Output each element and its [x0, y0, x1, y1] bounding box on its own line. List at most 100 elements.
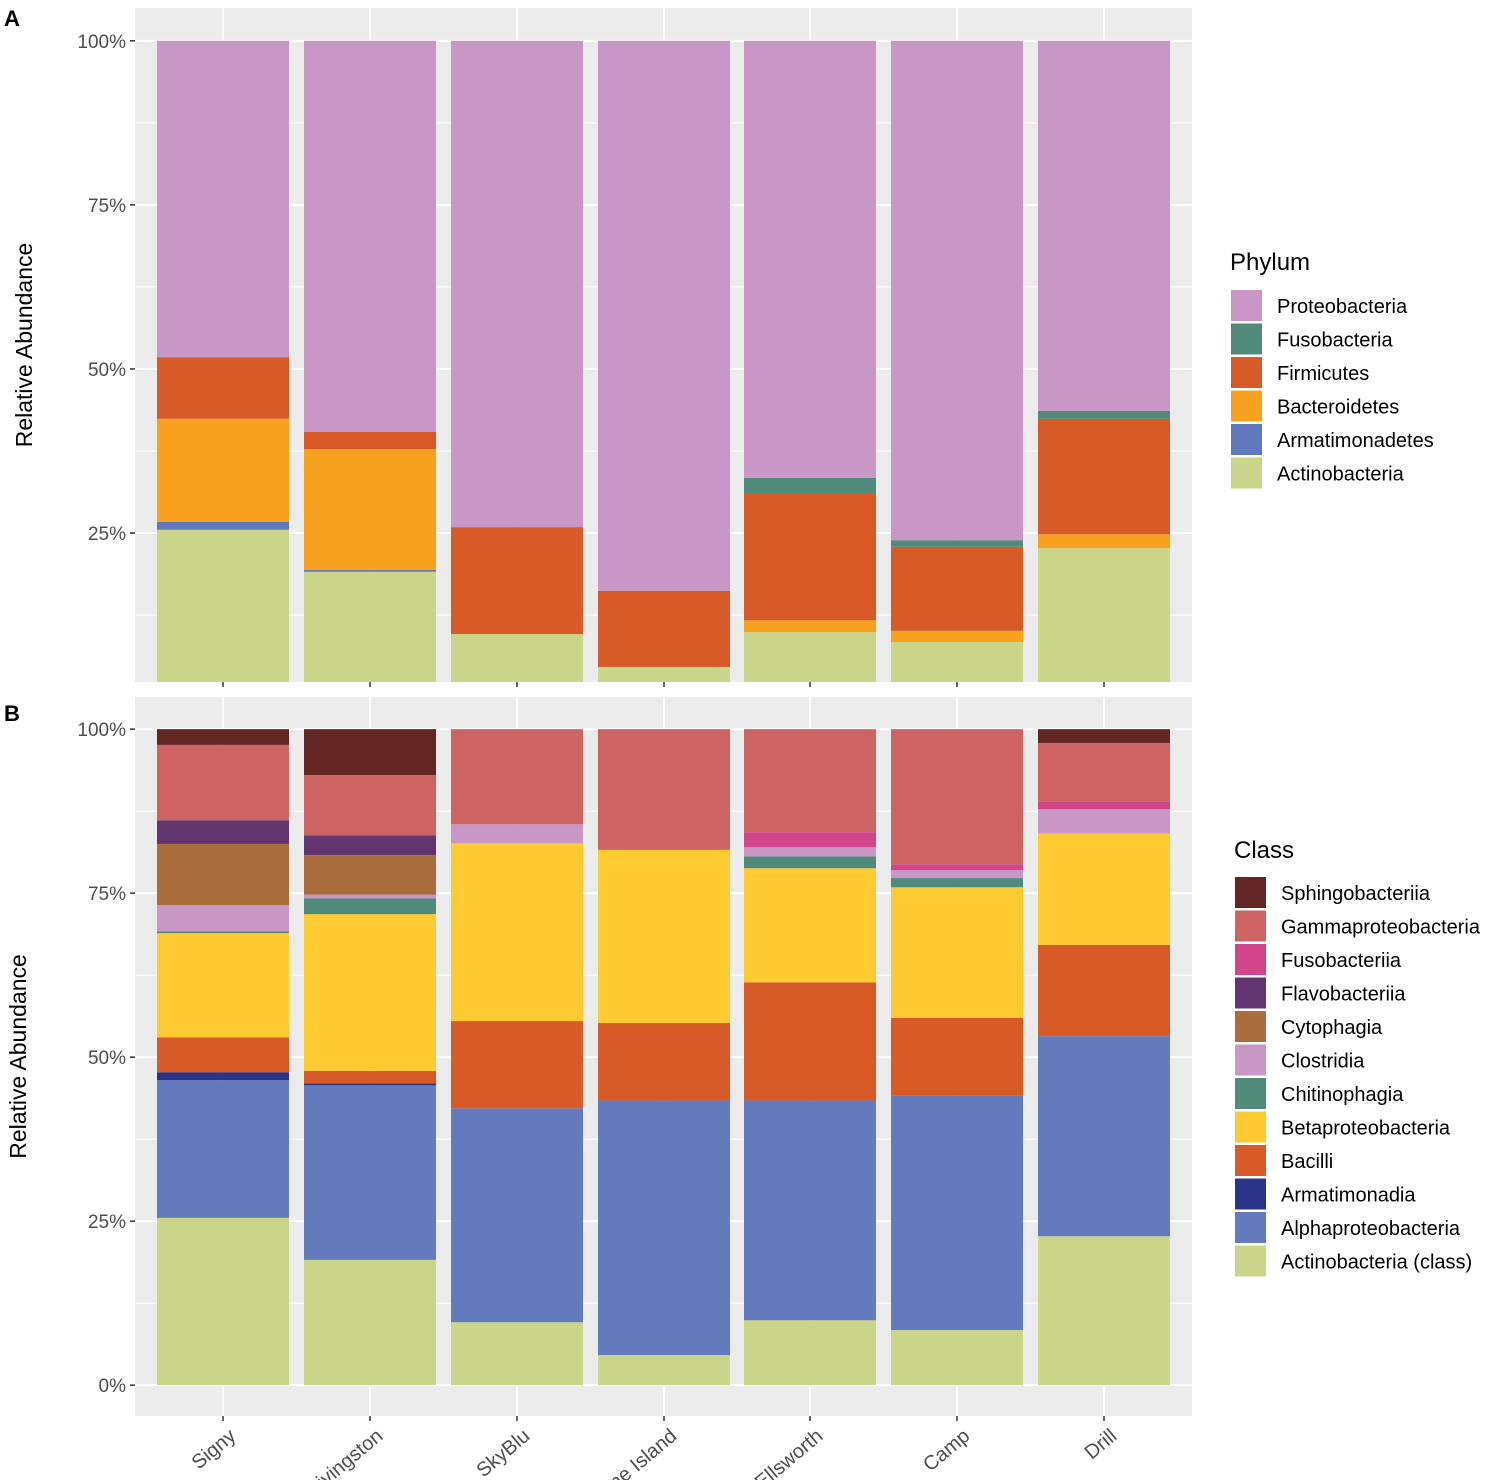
bar-segment-bacteroidetes	[744, 620, 876, 633]
y-tick-label: 25%	[88, 524, 126, 545]
bar-segment-proteobacteria	[891, 40, 1023, 541]
bar-segment-gammaproteobacteria	[1038, 742, 1170, 802]
panel-b: 0% 25% 50% 75% 100% Signy Livingston SkyBlu Pine…	[4, 697, 1481, 1480]
legend-swatch	[1231, 424, 1262, 455]
bar-segment-actinobacteria	[1038, 548, 1170, 682]
bar-segment-armatimonadia	[304, 1083, 436, 1086]
x-tick-label: Pine Island	[591, 1425, 681, 1480]
x-tick-label: Ellsworth	[751, 1425, 827, 1480]
legend-swatch	[1235, 1178, 1266, 1210]
legend-swatch	[1235, 1044, 1266, 1076]
bar-segment-actinobacteria-class-	[598, 1354, 730, 1386]
bar-segment-actinobacteria-class-	[451, 1322, 583, 1386]
bar-segment-gammaproteobacteria	[891, 729, 1023, 865]
legend-swatch	[1235, 1145, 1266, 1176]
bar-segment-firmicutes	[304, 431, 436, 450]
legend-swatch	[1235, 1111, 1266, 1143]
bar-segment-bacteroidetes	[304, 449, 436, 570]
legend-title: Phylum	[1230, 249, 1310, 276]
legend-swatch	[1231, 290, 1262, 321]
legend-item-label: Gammaproteobacteria	[1281, 917, 1481, 939]
legend-swatch	[1235, 910, 1266, 942]
bar-segment-betaproteobacteria	[1038, 833, 1170, 945]
bar-segment-gammaproteobacteria	[598, 729, 730, 850]
bar-segment-fusobacteriia	[891, 864, 1023, 871]
panel-label: B	[4, 701, 20, 726]
legend-item-label: Actinobacteria	[1277, 464, 1405, 486]
y-axis-title: Relative Abundance	[11, 243, 37, 448]
legend-swatch	[1231, 390, 1262, 422]
legend-item-label: Fusobacteria	[1277, 330, 1393, 352]
bar-segment-firmicutes	[891, 546, 1023, 631]
bar-segment-actinobacteria	[598, 666, 730, 682]
bar-segment-fusobacteria	[891, 540, 1023, 547]
bar-segment-actinobacteria-class-	[891, 1330, 1023, 1386]
bar-segment-flavobacteriia	[304, 835, 436, 856]
bar-segment-chitinophagia	[891, 878, 1023, 888]
bar-segment-sphingobacteriia	[157, 729, 289, 745]
bar-segment-armatimonadetes	[157, 521, 289, 530]
bar-segment-betaproteobacteria	[304, 914, 436, 1071]
bar-segment-alphaproteobacteria	[157, 1080, 289, 1218]
x-tick-label: SkyBlu	[472, 1425, 534, 1480]
legend-item-label: Clostridia	[1281, 1051, 1365, 1073]
bar-segment-bacteroidetes	[1038, 534, 1170, 549]
legend-item-label: Sphingobacteriia	[1281, 883, 1431, 905]
bar-segment-clostridia	[157, 904, 289, 932]
bar-segment-bacteroidetes	[157, 418, 289, 522]
bar-segment-actinobacteria-class-	[1038, 1236, 1170, 1386]
bar-segment-firmicutes	[744, 492, 876, 621]
panel-label: A	[4, 6, 20, 31]
legend-item-label: Flavobacteriia	[1281, 984, 1406, 1006]
legend-swatch	[1231, 323, 1262, 355]
bar-segment-cytophagia	[304, 855, 436, 895]
legend-swatch	[1235, 1212, 1266, 1243]
bar-segment-firmicutes	[157, 357, 289, 419]
bar-segment-fusobacteria	[1038, 410, 1170, 419]
bar-segment-bacilli	[891, 1017, 1023, 1096]
legend-swatch	[1235, 1078, 1266, 1109]
legend-swatch	[1231, 457, 1262, 489]
legend: Class Sphingobacteriia Gammaproteobacteria…	[1234, 837, 1481, 1277]
bar-segment-fusobacteriia	[1038, 801, 1170, 810]
bar-segment-actinobacteria	[891, 641, 1023, 682]
bar-segment-actinobacteria-class-	[744, 1320, 876, 1386]
legend-item-label: Alphaproteobacteria	[1281, 1218, 1461, 1240]
bar-segment-actinobacteria	[304, 571, 436, 682]
bar-segment-alphaproteobacteria	[451, 1108, 583, 1323]
bar-segment-bacilli	[157, 1037, 289, 1073]
bar-segment-fusobacteria	[744, 477, 876, 493]
bar-segment-alphaproteobacteria	[304, 1085, 436, 1260]
bar-segment-fusobacteriia	[744, 832, 876, 848]
bar-segment-proteobacteria	[304, 40, 436, 432]
bar-segment-sphingobacteriia	[1038, 729, 1170, 743]
bar-segment-firmicutes	[451, 527, 583, 635]
legend-item-label: Armatimonadetes	[1277, 430, 1434, 452]
bar-segment-betaproteobacteria	[598, 849, 730, 1024]
bar-segment-bacilli	[598, 1023, 730, 1101]
bar-segment-armatimonadia	[157, 1072, 289, 1081]
y-tick-label: 0%	[99, 1376, 127, 1397]
x-tick-label: Livingston	[304, 1425, 387, 1480]
bar-segment-betaproteobacteria	[157, 933, 289, 1038]
bar-segment-betaproteobacteria	[451, 843, 583, 1022]
legend-item-label: Proteobacteria	[1277, 296, 1408, 318]
bar-segment-actinobacteria	[157, 529, 289, 682]
legend-swatch	[1235, 977, 1266, 1009]
bar-segment-clostridia	[891, 870, 1023, 879]
bar-segment-proteobacteria	[1038, 40, 1170, 411]
legend-item-label: Firmicutes	[1277, 363, 1369, 385]
legend-swatch	[1235, 1011, 1266, 1042]
legend-swatch	[1235, 877, 1266, 908]
legend-item-label: Fusobacteriia	[1281, 950, 1402, 972]
bar-segment-firmicutes	[1038, 418, 1170, 535]
y-tick-label: 100%	[77, 720, 126, 741]
bar-segment-betaproteobacteria	[891, 887, 1023, 1018]
y-tick-label: 50%	[88, 1048, 126, 1069]
bar-segment-gammaproteobacteria	[157, 744, 289, 821]
bar-segment-bacilli	[451, 1021, 583, 1109]
bar-segment-proteobacteria	[744, 40, 876, 478]
bar-segment-bacilli	[304, 1070, 436, 1084]
y-tick-label: 25%	[88, 1212, 126, 1233]
